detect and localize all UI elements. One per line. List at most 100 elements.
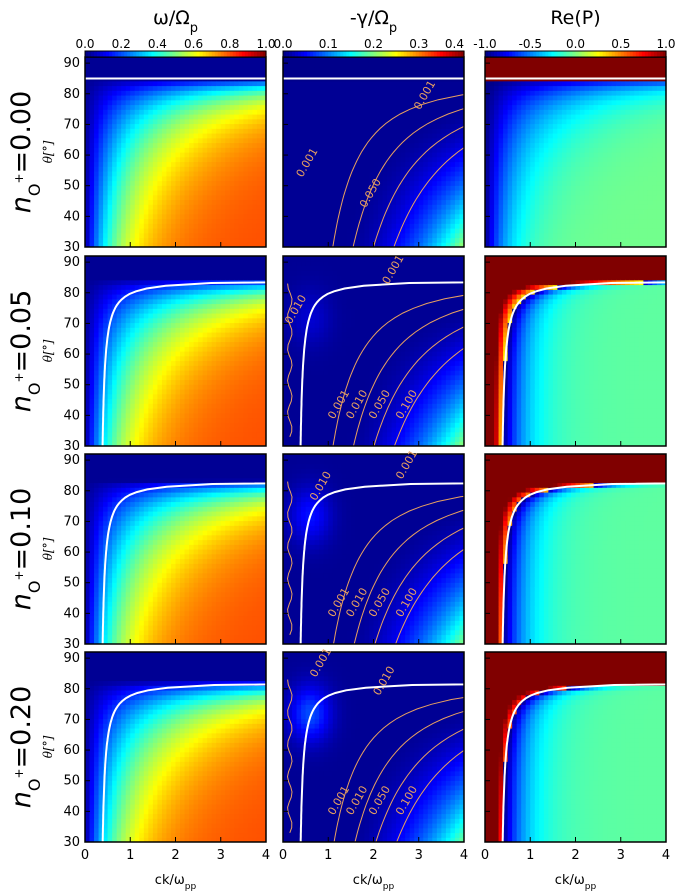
- heatmap-cell: [85, 582, 91, 588]
- heatmap-cell: [189, 152, 195, 158]
- heatmap-cell: [98, 260, 104, 267]
- heatmap-cell: [175, 133, 181, 139]
- heatmap-cell: [170, 436, 177, 442]
- heatmap-cell: [166, 228, 172, 234]
- heatmap-cell: [252, 289, 258, 295]
- heatmap-cell: [198, 228, 204, 234]
- heatmap-cell: [198, 525, 204, 531]
- heatmap-cell: [234, 80, 240, 87]
- heatmap-cell: [229, 403, 235, 409]
- heatmap-cell: [116, 492, 122, 498]
- heatmap-cell: [103, 327, 109, 333]
- heatmap-cell: [175, 511, 181, 517]
- heatmap-cell: [112, 389, 118, 395]
- heatmap-cell: [225, 625, 231, 631]
- heatmap-cell: [85, 379, 91, 385]
- heatmap-cell: [225, 582, 231, 588]
- heatmap-cell: [98, 804, 104, 810]
- heatmap-cell: [189, 610, 195, 617]
- heatmap-cell: [189, 496, 195, 503]
- heatmap-cell: [252, 553, 258, 560]
- heatmap-cell: [94, 156, 100, 163]
- heatmap-cell: [107, 530, 113, 536]
- heatmap-cell: [225, 294, 231, 300]
- heatmap-cell: [256, 213, 263, 220]
- heatmap-cell: [225, 422, 231, 428]
- heatmap-cell: [134, 204, 140, 210]
- heatmap-cell: [103, 422, 109, 428]
- heatmap-cell: [238, 587, 244, 593]
- heatmap-cell: [139, 114, 145, 120]
- heatmap-cell: [148, 398, 154, 404]
- heatmap-cell: [252, 482, 258, 488]
- heatmap-cell: [116, 374, 122, 381]
- heatmap-cell: [98, 218, 104, 224]
- heatmap-cell: [148, 441, 154, 446]
- heatmap-cell: [247, 308, 254, 314]
- heatmap-cell: [130, 270, 136, 276]
- heatmap-cell: [175, 572, 181, 579]
- heatmap-cell: [193, 427, 199, 433]
- heatmap-cell: [234, 544, 240, 550]
- heatmap-cell: [261, 166, 266, 172]
- heatmap-cell: [216, 171, 222, 177]
- heatmap-cell: [157, 506, 163, 512]
- heatmap-cell: [247, 190, 254, 196]
- heatmap-cell: [211, 256, 217, 262]
- heatmap-cell: [148, 558, 154, 564]
- heatmap-cell: [170, 180, 177, 186]
- heatmap-cell: [152, 487, 159, 493]
- heatmap-cell: [198, 57, 204, 63]
- heatmap-cell: [193, 303, 199, 309]
- heatmap-cell: [180, 591, 186, 598]
- heatmap-cell: [247, 620, 254, 626]
- heatmap-cell: [238, 441, 244, 446]
- heatmap-cell: [121, 114, 127, 120]
- heatmap-cell: [94, 601, 100, 607]
- heatmap-cell: [125, 270, 131, 276]
- heatmap-cell: [89, 823, 95, 829]
- heatmap-cell: [238, 365, 244, 371]
- heatmap-cell: [94, 539, 100, 545]
- heatmap-cell: [256, 85, 263, 91]
- heatmap-cell: [85, 322, 91, 328]
- heatmap-cell: [125, 568, 131, 574]
- heatmap-cell: [121, 242, 127, 247]
- heatmap-cell: [202, 501, 208, 507]
- heatmap-cell: [234, 468, 240, 474]
- heatmap-cell: [161, 190, 168, 196]
- heatmap-cell: [220, 530, 226, 536]
- heatmap-cell: [234, 275, 240, 281]
- heatmap-cell: [166, 209, 172, 215]
- heatmap-cell: [166, 620, 172, 626]
- heatmap-cell: [107, 601, 113, 607]
- heatmap-cell: [98, 728, 104, 734]
- heatmap-cell: [170, 199, 177, 205]
- heatmap-cell: [247, 284, 254, 290]
- heatmap-cell: [198, 190, 204, 196]
- heatmap-cell: [170, 454, 177, 460]
- heatmap-cell: [170, 553, 177, 560]
- heatmap-cell: [225, 412, 231, 419]
- heatmap-cell: [130, 265, 136, 271]
- heatmap-cell: [152, 582, 159, 588]
- heatmap-cell: [157, 175, 163, 182]
- heatmap-cell: [220, 379, 226, 385]
- heatmap-cell: [238, 520, 244, 526]
- heatmap-cell: [202, 534, 208, 541]
- heatmap-cell: [170, 431, 177, 438]
- heatmap-cell: [161, 327, 168, 333]
- heatmap-cell: [243, 477, 249, 484]
- heatmap-cell: [130, 61, 136, 68]
- heatmap-cell: [225, 242, 231, 247]
- heatmap-cell: [193, 639, 199, 644]
- heatmap-cell: [89, 742, 95, 748]
- heatmap-cell: [98, 166, 104, 172]
- heatmap-cell: [89, 422, 95, 428]
- heatmap-cell: [220, 218, 226, 224]
- heatmap-cell: [184, 370, 190, 376]
- heatmap-cell: [189, 506, 195, 512]
- heatmap-cell: [207, 482, 213, 488]
- heatmap-cell: [139, 204, 145, 210]
- heatmap-cell: [112, 209, 118, 215]
